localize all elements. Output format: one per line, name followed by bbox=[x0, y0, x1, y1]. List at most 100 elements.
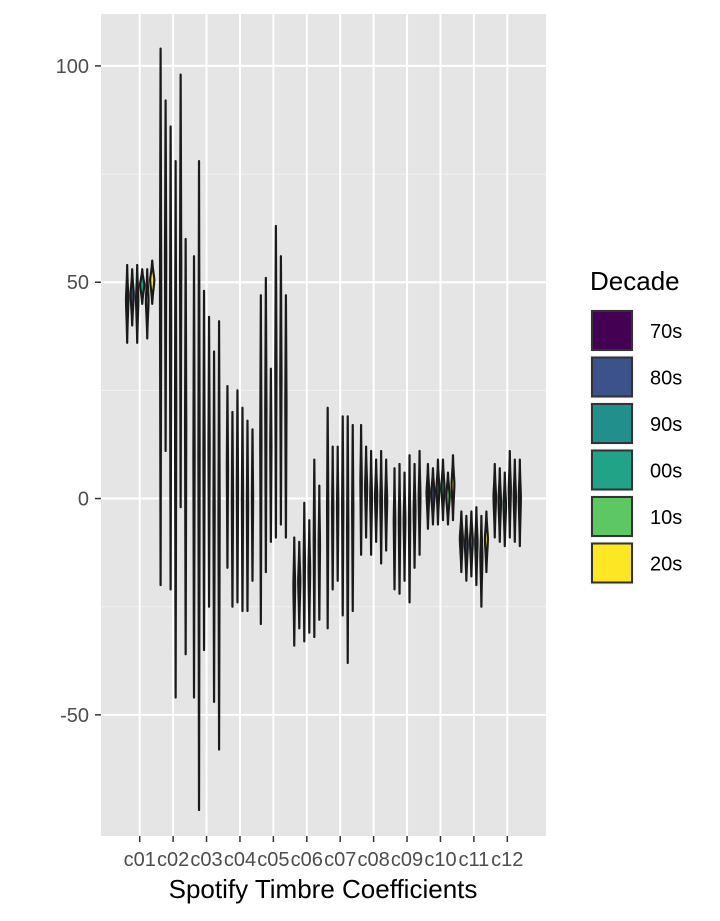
legend-swatch bbox=[591, 403, 633, 444]
violin-20s-c09 bbox=[417, 449, 422, 556]
violin-90s-c04 bbox=[235, 389, 240, 604]
legend-label: 90s bbox=[650, 414, 682, 436]
x-tick-label: c06 bbox=[291, 849, 323, 871]
violin-70s-c02 bbox=[158, 47, 163, 587]
violin-90s-c11 bbox=[468, 510, 474, 578]
violin-80s-c09 bbox=[397, 462, 402, 595]
violin-20s-c08 bbox=[384, 458, 389, 552]
violin-90s-c09 bbox=[402, 471, 407, 582]
y-axis: -50 0 50 100 bbox=[56, 56, 101, 727]
violin-20s-c05 bbox=[284, 294, 288, 539]
legend-label: 00s bbox=[650, 461, 682, 483]
violin-00s-c07 bbox=[341, 415, 345, 617]
legend-label: 10s bbox=[650, 507, 682, 529]
violin-00s-c02 bbox=[173, 159, 178, 699]
violin-20s-c01 bbox=[149, 259, 156, 305]
legend-swatch bbox=[591, 496, 633, 537]
violin-90s-c03 bbox=[202, 289, 206, 652]
x-tick-label: c03 bbox=[190, 849, 222, 871]
violin-90s-c05 bbox=[269, 367, 273, 543]
violin-90s-c10 bbox=[435, 458, 441, 526]
x-tick-label: c11 bbox=[458, 849, 489, 871]
violin-00s-c12 bbox=[507, 449, 512, 539]
violin-10s-c01 bbox=[144, 268, 150, 340]
plot-panel bbox=[101, 14, 546, 836]
violin-10s-c03 bbox=[212, 350, 216, 703]
violin-70s-c11 bbox=[458, 510, 464, 574]
violin-70s-c10 bbox=[425, 462, 431, 530]
violin-80s-c04 bbox=[230, 410, 235, 608]
violin-10s-c07 bbox=[346, 415, 350, 665]
x-axis: c01 c02 c03 c04 c05 c06 c07 c08 c09 c10 c11 c12 bbox=[124, 836, 523, 871]
violin-10s-c10 bbox=[445, 471, 451, 526]
violin-70s-c08 bbox=[359, 423, 363, 556]
violin-00s-c08 bbox=[373, 458, 379, 543]
legend: Decade 70s 80s 90s 00s 10s 20s bbox=[590, 266, 682, 585]
violin-90s-c08 bbox=[369, 449, 374, 556]
violin-00s-c06 bbox=[307, 519, 312, 634]
violin-70s-c09 bbox=[392, 467, 397, 591]
legend-title: Decade bbox=[590, 266, 680, 296]
violin-10s-c04 bbox=[245, 419, 250, 613]
y-tick-label: 0 bbox=[78, 489, 89, 511]
violin-20s-c12 bbox=[517, 458, 522, 548]
violin-20s-c11 bbox=[483, 510, 489, 574]
violin-80s-c05 bbox=[264, 276, 268, 574]
violin-90s-c01 bbox=[134, 263, 140, 344]
legend-swatch bbox=[591, 449, 633, 491]
violin-10s-c12 bbox=[512, 458, 518, 543]
y-tick-label: -50 bbox=[60, 705, 89, 727]
violin-00s-c04 bbox=[240, 406, 245, 613]
violin-20s-c06 bbox=[317, 484, 322, 621]
violin-90s-c07 bbox=[335, 445, 340, 582]
violin-00s-c11 bbox=[474, 506, 479, 587]
violin-10s-c05 bbox=[279, 255, 283, 526]
legend-swatch bbox=[591, 356, 633, 398]
legend-swatch bbox=[591, 542, 633, 584]
violin-10s-c06 bbox=[312, 458, 317, 639]
violin-20s-c04 bbox=[250, 428, 255, 582]
violin-00s-c09 bbox=[407, 454, 412, 604]
violin-70s-c04 bbox=[225, 384, 230, 569]
y-tick-label: 100 bbox=[56, 56, 89, 78]
violin-70s-c03 bbox=[192, 255, 196, 699]
x-tick-label: c05 bbox=[257, 849, 289, 871]
violin-80s-c02 bbox=[163, 99, 168, 453]
violin-70s-c07 bbox=[325, 406, 330, 630]
violin-10s-c02 bbox=[178, 73, 183, 509]
violin-80s-c12 bbox=[497, 467, 503, 543]
violin-80s-c08 bbox=[364, 445, 369, 539]
violin-10s-c11 bbox=[479, 514, 484, 608]
violin-00s-c03 bbox=[207, 315, 211, 608]
x-tick-label: c12 bbox=[491, 849, 523, 871]
y-tick-label: 50 bbox=[67, 272, 89, 294]
violin-10s-c08 bbox=[379, 449, 384, 565]
x-tick-label: c09 bbox=[391, 849, 423, 871]
x-tick-label: c10 bbox=[424, 849, 456, 871]
violin-90s-c02 bbox=[168, 125, 173, 591]
violin-90s-c06 bbox=[302, 501, 307, 643]
violin-80s-c11 bbox=[463, 514, 469, 582]
violin-00s-c01 bbox=[139, 268, 146, 305]
x-tick-label: c04 bbox=[224, 849, 256, 871]
x-axis-title: Spotify Timbre Coefficients bbox=[169, 874, 478, 904]
legend-label: 70s bbox=[650, 321, 682, 343]
x-tick-label: c01 bbox=[124, 849, 156, 871]
violins bbox=[124, 47, 522, 812]
violin-80s-c10 bbox=[430, 467, 436, 526]
legend-label: 80s bbox=[650, 368, 682, 390]
x-tick-label: c02 bbox=[157, 849, 189, 871]
violin-20s-c10 bbox=[450, 454, 456, 522]
violin-70s-c06 bbox=[292, 536, 297, 647]
legend-label: 20s bbox=[650, 554, 682, 576]
x-tick-label: c08 bbox=[358, 849, 390, 871]
x-tick-label: c07 bbox=[324, 849, 356, 871]
legend-swatch bbox=[591, 310, 633, 351]
violin-70s-c01 bbox=[124, 263, 130, 344]
violin-70s-c12 bbox=[492, 462, 498, 539]
violin-00s-c05 bbox=[274, 224, 278, 539]
violin-80s-c06 bbox=[297, 540, 302, 630]
violin-20s-c07 bbox=[351, 423, 355, 613]
violin-70s-c05 bbox=[259, 294, 263, 626]
